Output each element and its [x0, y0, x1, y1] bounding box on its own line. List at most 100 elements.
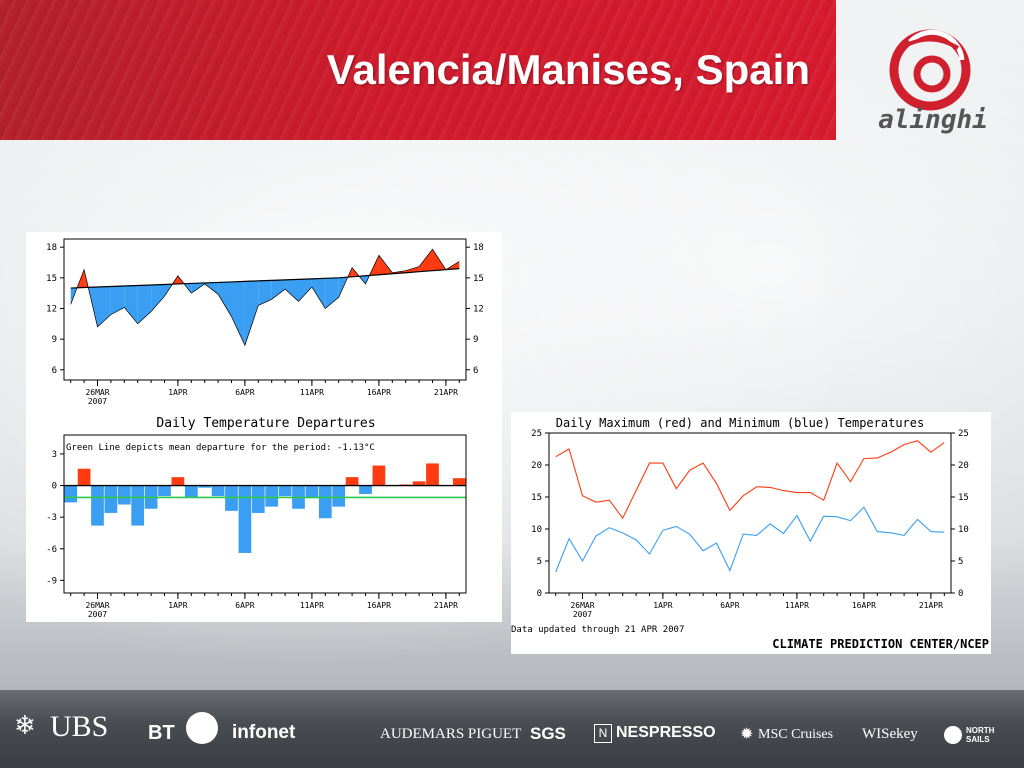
cold-departure-area: [271, 279, 286, 300]
cold-departure-bar: [265, 485, 279, 507]
sponsor-msc-cruises: MSC Cruises: [758, 727, 834, 742]
cold-departure-area: [151, 284, 165, 312]
y-tick-label: -3: [46, 513, 57, 523]
y-tick-label-right: 18: [473, 243, 484, 253]
y-tick-label-right: 10: [958, 525, 969, 535]
x-tick-label: 16APR: [852, 601, 876, 610]
warm-departure-bar: [426, 463, 439, 486]
sponsor-nespresso: NESPRESSO: [616, 724, 716, 741]
warm-departure-area: [77, 269, 85, 288]
x-tick-label: 1APR: [168, 388, 187, 397]
y-tick-label-right: 12: [473, 304, 484, 314]
cold-departure-area: [124, 285, 138, 324]
cold-departure-area: [311, 278, 326, 309]
sponsor-audemars-piguet: AUDEMARS PIGUET: [380, 726, 522, 742]
cold-departure-bar: [251, 485, 265, 513]
cold-departure-bar: [91, 485, 104, 526]
x-tick-label: 6APR: [720, 601, 739, 610]
cold-departure-area: [137, 284, 152, 324]
chart-title: Daily Maximum (red) and Minimum (blue) T…: [556, 416, 924, 430]
alinghi-wordmark: alinghi: [878, 105, 988, 135]
cold-departure-area: [218, 281, 232, 317]
cold-departure-bar: [184, 485, 198, 498]
x-tick-label: 21APR: [434, 388, 458, 397]
y-tick-label: 6: [52, 366, 57, 376]
y-tick-label: 0: [52, 482, 57, 492]
y-tick-label-right: 5: [958, 557, 963, 567]
x-tick-label: 21APR: [919, 601, 943, 610]
chart-panel-bottom-left: [26, 410, 502, 622]
x-tick-label: 26MAR: [570, 601, 594, 610]
y-tick-label-right: 15: [473, 274, 484, 284]
x-tick-label: 2007: [88, 397, 107, 406]
cold-departure-bar: [117, 485, 131, 505]
y-tick-label: 15: [46, 274, 57, 284]
cold-departure-area: [325, 277, 339, 309]
y-tick-label-right: 15: [958, 493, 969, 503]
page-title: Valencia/Manises, Spain: [326, 46, 810, 93]
x-tick-label: 21APR: [434, 601, 458, 610]
cold-departure-area: [258, 280, 272, 306]
y-tick-label-right: 9: [473, 335, 478, 345]
y-tick-label: 9: [52, 335, 57, 345]
plot-frame: [63, 434, 467, 594]
sponsor-ubs: UBS: [50, 710, 109, 743]
observed-temperature-line: [70, 248, 460, 347]
ubs-snowflake-icon: ❄: [14, 710, 36, 740]
cold-departure-area: [285, 279, 299, 302]
title-banner: [0, 0, 836, 140]
x-tick-label: 6APR: [235, 601, 254, 610]
plot-frame: [63, 238, 467, 381]
chart-title: Daily Temperature Departures: [156, 416, 375, 431]
warm-departure-bar: [372, 465, 386, 486]
cold-departure-bar: [278, 485, 292, 497]
alinghi-logo: alinghi: [878, 29, 988, 135]
warm-departure-bar: [412, 481, 426, 486]
y-tick-label-right: 6: [473, 366, 478, 376]
cpc-credit: CLIMATE PREDICTION CENTER/NCEP: [772, 637, 989, 651]
chart-panel-right: [511, 412, 991, 654]
warm-departure-area: [419, 249, 433, 272]
y-tick-label: -9: [46, 576, 57, 586]
daily-max-min-temperature-chart: Daily Maximum (red) and Minimum (blue) T…: [511, 416, 989, 651]
x-tick-label: 26MAR: [85, 388, 109, 397]
y-tick-label-right: 0: [958, 589, 963, 599]
north-sails-icon: [944, 726, 962, 744]
data-updated-note: Data updated through 21 APR 2007: [511, 625, 684, 635]
cold-departure-bar: [305, 485, 319, 499]
x-tick-label: 1APR: [168, 601, 187, 610]
cold-departure-bar: [131, 485, 145, 526]
sponsor-north-sails: NORTH SAILS: [966, 726, 995, 744]
bt-globe-icon: [186, 712, 218, 744]
x-tick-label: 2007: [88, 610, 107, 619]
chart-note: Green Line depicts mean departure for th…: [66, 443, 375, 453]
cold-departure-bar: [211, 485, 225, 497]
msc-compass-icon: ✹: [740, 726, 754, 743]
warm-departure-bar: [452, 478, 466, 486]
y-tick-label: 10: [531, 525, 542, 535]
y-tick-label: 20: [531, 461, 542, 471]
sponsor-infonet: infonet: [232, 722, 296, 743]
x-tick-label: 1APR: [653, 601, 672, 610]
y-tick-label: -6: [46, 545, 57, 555]
cold-departure-bar: [104, 485, 118, 513]
x-tick-label: 16APR: [367, 601, 391, 610]
cold-departure-area: [110, 286, 125, 315]
y-tick-label: 12: [46, 304, 57, 314]
x-tick-label: 2007: [573, 610, 592, 619]
x-tick-label: 11APR: [300, 388, 324, 397]
cold-departure-bar: [332, 485, 346, 507]
daily-temperature-departures-chart: Daily Temperature Departures 3 0 -3 -6 -9 26M…: [46, 416, 467, 619]
y-tick-label: 5: [537, 557, 542, 567]
x-tick-label: 6APR: [235, 388, 254, 397]
y-tick-label-right: 25: [958, 429, 969, 439]
y-tick-label: 18: [46, 243, 57, 253]
y-tick-label: 25: [531, 429, 542, 439]
cold-departure-bar: [158, 485, 171, 497]
x-tick-label: 11APR: [785, 601, 809, 610]
y-tick-label: 15: [531, 493, 542, 503]
warm-departure-bar: [345, 477, 359, 486]
warm-departure-bar: [171, 477, 185, 486]
cold-departure-area: [298, 278, 312, 302]
